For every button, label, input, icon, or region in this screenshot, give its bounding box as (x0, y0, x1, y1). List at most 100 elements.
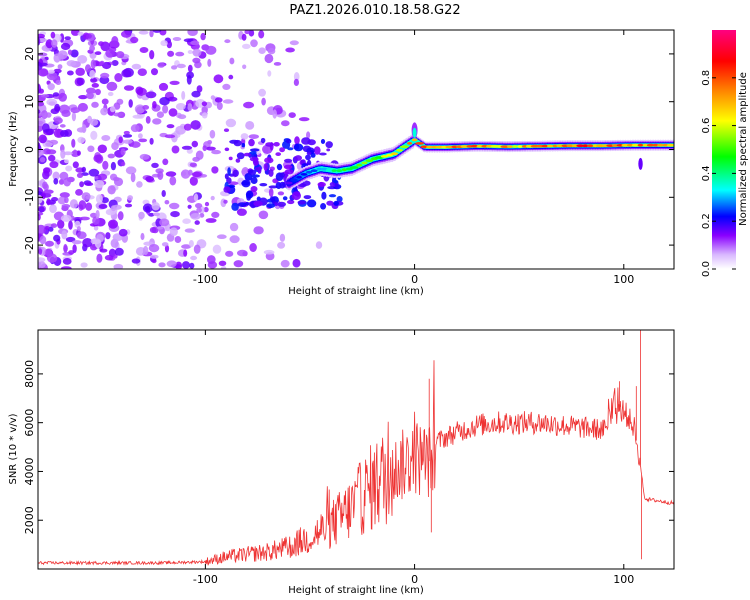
noise-blob (240, 133, 249, 140)
cluster-blob (293, 143, 304, 152)
noise-blob (151, 68, 158, 76)
noise-blob (159, 30, 167, 36)
cluster-blob (248, 169, 257, 176)
noise-blob (38, 149, 45, 157)
noise-blob (38, 68, 49, 77)
cluster-blob (243, 152, 251, 157)
noise-blob (193, 244, 201, 254)
noise-blob (135, 86, 144, 95)
noise-blob (145, 91, 157, 99)
noise-blob (164, 200, 170, 205)
noise-blob (161, 242, 169, 247)
noise-blob (67, 49, 73, 55)
noise-blob (211, 211, 220, 218)
ridge-core (350, 166, 359, 169)
noise-blob (38, 61, 43, 71)
noise-blob (224, 39, 231, 44)
noise-blob (233, 260, 244, 268)
noise-blob (71, 111, 76, 122)
noise-blob (113, 253, 118, 259)
noise-blob (39, 235, 47, 245)
cluster-blob (291, 191, 301, 201)
noise-blob (111, 36, 119, 46)
noise-blob (149, 30, 154, 38)
noise-blob (138, 138, 148, 143)
noise-blob (121, 161, 126, 167)
cluster-blob (245, 190, 254, 199)
noise-blob (228, 74, 234, 80)
noise-blob (171, 145, 180, 154)
y-tick-label: 10 (23, 95, 36, 109)
noise-blob (57, 219, 65, 229)
noise-blob (210, 195, 215, 201)
noise-blob (195, 150, 204, 160)
cluster-blob (274, 202, 279, 207)
noise-blob (142, 203, 153, 213)
cluster-blob (305, 154, 311, 161)
ridge-core (507, 145, 513, 149)
noise-blob (53, 234, 61, 242)
noise-blob (151, 259, 157, 263)
cluster-blob (223, 186, 231, 193)
noise-blob (123, 85, 135, 91)
noise-blob (118, 228, 128, 237)
spectrogram-x-label: Height of straight line (km) (288, 286, 424, 297)
noise-blob (159, 218, 170, 227)
noise-blob (117, 211, 124, 221)
noise-blob (120, 148, 126, 156)
noise-blob (127, 195, 133, 201)
cluster-blob (232, 169, 239, 177)
noise-blob (54, 106, 61, 112)
cluster-blob (321, 191, 327, 200)
noise-blob (49, 161, 59, 169)
noise-blob (194, 220, 200, 225)
noise-blob (79, 181, 84, 188)
noise-blob (148, 244, 160, 253)
noise-blob (175, 103, 186, 111)
noise-blob (168, 108, 178, 117)
noise-blob (81, 166, 87, 173)
noise-blob (201, 101, 208, 107)
noise-blob (95, 194, 103, 204)
cluster-blob (241, 179, 251, 188)
x-tick-label: 100 (613, 273, 634, 286)
noise-blob (85, 202, 93, 211)
snr-ticks: -100 0 100 2000 4000 6000 8000 (23, 330, 674, 586)
noise-blob (268, 188, 274, 198)
noise-blob (250, 39, 258, 48)
noise-blob (205, 218, 217, 223)
ridge-core (396, 148, 403, 152)
ridge-core (386, 153, 393, 157)
noise-blob (193, 193, 199, 202)
noise-blob (258, 210, 269, 220)
noise-blob (104, 254, 114, 261)
ridge-core (361, 161, 368, 165)
ridge-core (546, 144, 554, 148)
cluster-blob (228, 156, 233, 161)
ridge-core (657, 143, 665, 147)
colorbar-ticks: 0.0 0.2 0.4 0.6 0.8 (701, 70, 736, 277)
noise-blob (249, 243, 257, 252)
noise-blob (62, 258, 72, 265)
noise-blob (63, 177, 71, 187)
ridge-core (642, 143, 649, 147)
cluster-blob (266, 203, 275, 209)
noise-blob (98, 204, 108, 209)
noise-blob (181, 145, 193, 150)
cluster-blob (284, 169, 294, 175)
noise-blob (187, 30, 198, 36)
noise-blob (237, 249, 248, 257)
noise-blob (39, 157, 46, 163)
x-tick-label: 0 (411, 273, 418, 286)
noise-blob (125, 166, 137, 175)
noise-blob (137, 68, 147, 76)
noise-blob (45, 112, 52, 118)
noise-blob (72, 244, 77, 254)
ridge-core (290, 178, 298, 182)
noise-blob (214, 97, 223, 103)
ridge-core (646, 143, 655, 147)
noise-blob (177, 114, 187, 120)
cluster-blob (306, 199, 317, 208)
noise-blob (279, 233, 286, 242)
